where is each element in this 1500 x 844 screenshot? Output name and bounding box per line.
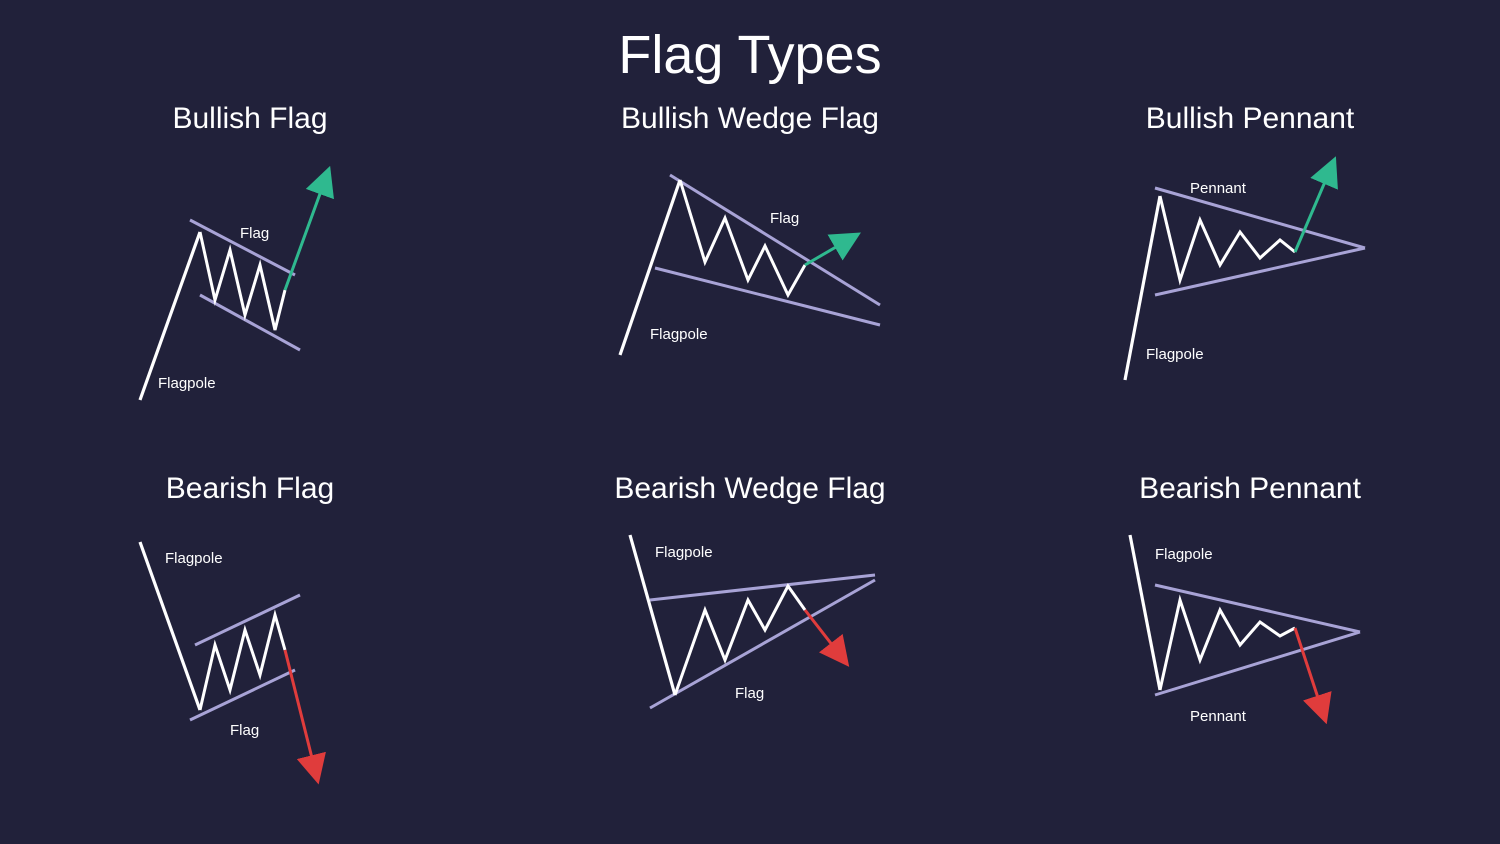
diagram-bullish-pennant: Pennant Flagpole bbox=[1100, 140, 1400, 420]
down-arrow-icon bbox=[1295, 628, 1322, 710]
diagram-bearish-flag: Flag Flagpole bbox=[100, 510, 400, 790]
channel-bottom bbox=[655, 268, 880, 325]
channel-bottom bbox=[190, 670, 295, 720]
flagpole-line bbox=[140, 542, 200, 710]
flag-label: Flag bbox=[770, 210, 799, 227]
flagpole-label: Flagpole bbox=[158, 375, 216, 392]
diagram-bearish-pennant: Pennant Flagpole bbox=[1100, 510, 1400, 790]
diagram-bullish-wedge: Flag Flagpole bbox=[600, 140, 900, 420]
channel-top bbox=[670, 175, 880, 305]
flag-label: Flag bbox=[240, 225, 269, 242]
channel-top bbox=[650, 575, 875, 600]
flagpole-label: Flagpole bbox=[655, 544, 713, 561]
panel-title: Bullish Flag bbox=[172, 102, 327, 136]
flag-label: Flag bbox=[735, 685, 764, 702]
panel-title: Bearish Pennant bbox=[1139, 472, 1361, 506]
up-arrow-icon bbox=[1295, 170, 1330, 252]
svg-bearish-wedge bbox=[600, 510, 900, 790]
flag-label: Flag bbox=[230, 722, 259, 739]
up-arrow-icon bbox=[805, 240, 848, 265]
flagpole-label: Flagpole bbox=[1155, 546, 1213, 563]
channel-bottom bbox=[1155, 632, 1360, 695]
flagpole-label: Flagpole bbox=[1146, 346, 1204, 363]
svg-bullish-flag bbox=[100, 140, 400, 420]
channel-top bbox=[1155, 188, 1365, 248]
zigzag-line bbox=[675, 586, 805, 695]
panel-bullish-flag: Bullish Flag Flag Flagpole bbox=[0, 96, 500, 466]
panel-bearish-flag: Bearish Flag Flag Flagpole bbox=[0, 466, 500, 836]
panel-title: Bullish Pennant bbox=[1146, 102, 1354, 136]
page-title: Flag Types bbox=[0, 0, 1500, 86]
panel-bearish-pennant: Bearish Pennant Pennant Flagpole bbox=[1000, 466, 1500, 836]
panel-title: Bearish Wedge Flag bbox=[614, 472, 885, 506]
panel-bearish-wedge: Bearish Wedge Flag Flag Flagpole bbox=[500, 466, 1000, 836]
panel-bullish-pennant: Bullish Pennant Pennant Flagpole bbox=[1000, 96, 1500, 466]
svg-bullish-pennant bbox=[1100, 140, 1400, 420]
svg-bearish-flag bbox=[100, 510, 400, 790]
down-arrow-icon bbox=[805, 610, 840, 655]
down-arrow-icon bbox=[285, 650, 315, 770]
pennant-label: Pennant bbox=[1190, 708, 1246, 725]
diagram-bullish-flag: Flag Flagpole bbox=[100, 140, 400, 420]
flagpole-label: Flagpole bbox=[165, 550, 223, 567]
panel-bullish-wedge: Bullish Wedge Flag Flag Flagpole bbox=[500, 96, 1000, 466]
diagram-bearish-wedge: Flag Flagpole bbox=[600, 510, 900, 790]
pennant-label: Pennant bbox=[1190, 180, 1246, 197]
svg-bullish-wedge bbox=[600, 140, 900, 420]
flagpole-label: Flagpole bbox=[650, 326, 708, 343]
up-arrow-icon bbox=[285, 180, 325, 290]
panel-title: Bullish Wedge Flag bbox=[621, 102, 879, 136]
panel-title: Bearish Flag bbox=[166, 472, 334, 506]
svg-bearish-pennant bbox=[1100, 510, 1400, 790]
pattern-grid: Bullish Flag Flag Flagpole Bullish Wedge… bbox=[0, 96, 1500, 836]
channel-bottom bbox=[1155, 248, 1365, 295]
